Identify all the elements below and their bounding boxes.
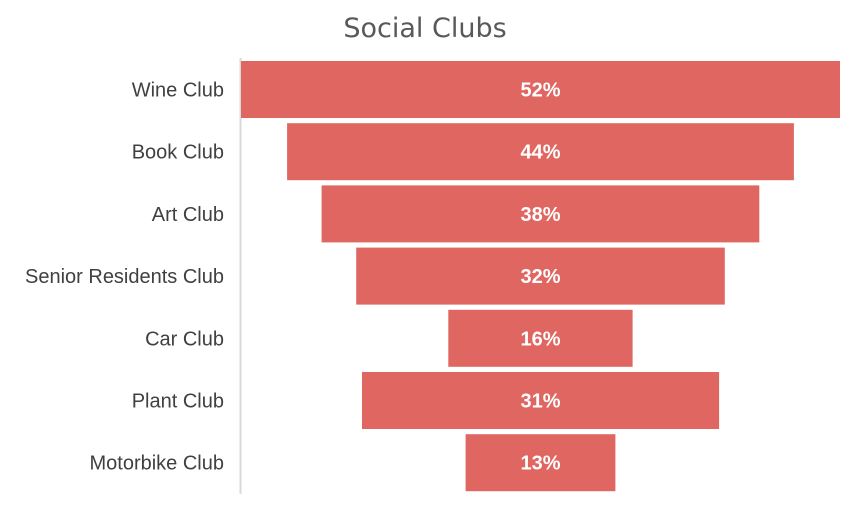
funnel-bar	[356, 247, 725, 305]
bars-layer	[241, 61, 840, 492]
funnel-bar	[321, 185, 760, 243]
category-label: Car Club	[145, 328, 224, 350]
data-label: 44%	[520, 142, 560, 164]
funnel-bar	[241, 61, 840, 118]
funnel-bar	[448, 309, 633, 367]
data-labels: 52% 44% 38% 32% 16% 31% 13%	[520, 80, 560, 475]
funnel-bar	[465, 434, 616, 492]
category-label: Motorbike Club	[89, 453, 224, 475]
category-label: Plant Club	[132, 391, 224, 413]
data-label: 38%	[520, 204, 560, 226]
funnel-bar	[287, 123, 794, 181]
category-label: Art Club	[152, 204, 224, 226]
category-label: Senior Residents Club	[25, 266, 224, 288]
category-label: Wine Club	[132, 80, 224, 102]
chart-title: Social Clubs	[343, 13, 506, 44]
data-label: 16%	[520, 328, 560, 350]
data-label: 52%	[520, 80, 560, 102]
category-label: Book Club	[132, 142, 224, 164]
funnel-bar	[362, 372, 720, 429]
data-label: 32%	[520, 266, 560, 288]
data-label: 31%	[520, 391, 560, 413]
data-label: 13%	[520, 453, 560, 475]
category-labels: Wine Club Book Club Art Club Senior Residen…	[25, 80, 224, 475]
